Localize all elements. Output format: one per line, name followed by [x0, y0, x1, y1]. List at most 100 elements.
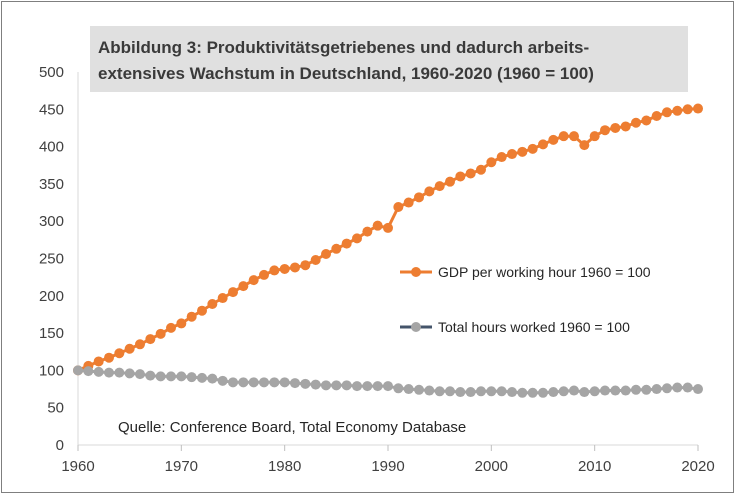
data-point-hours [424, 385, 435, 396]
data-point-hours [455, 387, 466, 398]
data-point-gdp [517, 146, 528, 157]
x-tick-label: 1980 [268, 458, 301, 475]
data-point-hours [631, 384, 641, 395]
data-point-hours [372, 381, 383, 392]
y-tick-label: 450 [39, 101, 64, 118]
data-point-gdp [414, 192, 424, 203]
data-point-gdp [548, 134, 559, 145]
data-point-gdp [465, 168, 476, 179]
data-point-hours [290, 378, 300, 389]
data-point-hours [362, 381, 373, 392]
data-point-hours [176, 371, 187, 382]
data-point-gdp [641, 115, 652, 126]
data-point-gdp [197, 305, 207, 316]
data-point-hours [155, 371, 166, 382]
y-tick-label: 150 [39, 325, 64, 342]
y-tick-label: 0 [56, 437, 64, 454]
data-point-hours [310, 379, 321, 390]
x-tick-label: 1970 [165, 458, 198, 475]
data-point-gdp [693, 103, 703, 114]
data-point-hours [300, 378, 311, 389]
series-layer [73, 103, 703, 398]
data-point-gdp [496, 152, 507, 163]
data-point-hours [145, 370, 156, 381]
data-point-gdp [104, 352, 114, 363]
data-point-hours [434, 386, 445, 397]
data-point-gdp [476, 164, 486, 175]
data-point-gdp [279, 263, 290, 274]
legend-marker-gdp [411, 267, 421, 277]
data-point-hours [217, 375, 228, 386]
y-tick-label: 350 [39, 176, 64, 193]
data-point-gdp [579, 140, 590, 151]
legend-item-gdp: GDP per working hour 1960 = 100 [400, 264, 651, 280]
data-point-hours [73, 365, 83, 376]
data-point-hours [579, 387, 590, 398]
data-point-gdp [114, 348, 125, 359]
data-point-gdp [269, 265, 280, 276]
data-point-hours [548, 387, 559, 398]
data-point-gdp [558, 131, 569, 142]
data-point-hours [620, 385, 631, 396]
legend-marker-hours [411, 322, 421, 332]
data-point-hours [279, 377, 290, 388]
data-point-hours [104, 367, 114, 378]
data-point-hours [259, 377, 269, 388]
data-point-hours [693, 384, 703, 395]
data-point-gdp [124, 343, 135, 354]
data-point-gdp [259, 269, 269, 280]
data-point-gdp [186, 311, 197, 322]
chart-title-line-1: Abbildung 3: Produktivitätsgetriebenes u… [98, 38, 589, 57]
data-point-gdp [228, 287, 238, 298]
y-axis: 0 50 100 150 200 250 300 350 400 450 500 [39, 64, 79, 454]
data-point-hours [600, 385, 610, 396]
data-point-hours [465, 387, 476, 398]
data-point-gdp [620, 121, 631, 132]
source-note: Quelle: Conference Board, Total Economy … [118, 419, 466, 436]
data-point-hours [414, 384, 424, 395]
data-point-hours [228, 377, 238, 388]
data-point-hours [166, 371, 176, 382]
data-point-gdp [362, 226, 373, 237]
data-point-hours [269, 377, 280, 388]
data-point-gdp [176, 318, 187, 329]
legend-label-hours: Total hours worked 1960 = 100 [438, 319, 630, 335]
legend-background [370, 250, 684, 356]
data-point-hours [197, 372, 207, 383]
data-point-gdp [145, 334, 156, 345]
data-point-gdp [248, 275, 259, 286]
y-tick-label: 200 [39, 288, 64, 305]
data-point-hours [558, 386, 569, 397]
x-tick-label: 2000 [475, 458, 508, 475]
data-point-hours [93, 366, 104, 377]
data-point-gdp [331, 243, 342, 254]
data-point-hours [610, 385, 621, 396]
data-point-hours [641, 384, 652, 395]
data-point-hours [672, 382, 683, 393]
data-point-gdp [321, 249, 331, 260]
data-point-hours [393, 383, 404, 394]
data-point-gdp [341, 238, 352, 249]
data-point-gdp [372, 220, 383, 231]
x-axis: 1960 1970 1980 1990 2000 2010 2020 [61, 444, 715, 475]
data-point-hours [135, 369, 145, 380]
data-point-gdp [682, 104, 693, 115]
data-point-hours [207, 373, 218, 384]
data-point-gdp [538, 139, 548, 150]
y-tick-label: 100 [39, 362, 64, 379]
data-point-gdp [155, 328, 166, 339]
data-point-gdp [434, 181, 445, 192]
legend-item-hours: Total hours worked 1960 = 100 [400, 319, 630, 335]
data-point-gdp [403, 197, 414, 208]
data-point-gdp [610, 122, 621, 133]
data-point-gdp [589, 131, 600, 142]
data-point-hours [569, 385, 579, 396]
data-point-hours [341, 380, 352, 391]
data-point-gdp [455, 171, 466, 182]
data-point-gdp [135, 339, 145, 350]
data-point-gdp [166, 322, 176, 333]
data-point-hours [238, 377, 249, 388]
data-point-gdp [600, 125, 610, 136]
y-tick-label: 250 [39, 251, 64, 268]
data-point-gdp [93, 356, 104, 367]
